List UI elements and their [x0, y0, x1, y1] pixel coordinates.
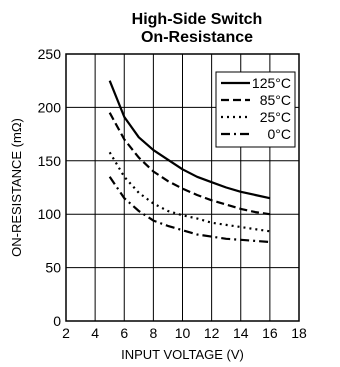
x-tick-label: 18 [291, 325, 307, 341]
legend: 125°C85°C25°C0°C [215, 71, 296, 148]
x-tick-label: 10 [175, 325, 191, 341]
legend-label: 0°C [268, 126, 292, 142]
tick-labels: 2 4 6 8 10 12 14 16 18 0 50 100 150 200 250 [38, 46, 307, 341]
x-tick-label: 14 [233, 325, 249, 341]
y-tick-label: 50 [45, 260, 61, 276]
y-axis-label: ON-RESISTANCE (mΩ) [9, 118, 24, 257]
y-tick-label: 100 [38, 206, 62, 222]
series-line-0 [108, 80, 271, 200]
x-tick-label: 2 [62, 325, 70, 341]
x-tick-label: 12 [204, 325, 220, 341]
x-tick-label: 16 [262, 325, 278, 341]
x-tick-label: 8 [149, 325, 157, 341]
y-tick-label: 150 [38, 153, 62, 169]
legend-label: 25°C [260, 109, 291, 125]
legend-label: 125°C [252, 75, 291, 91]
y-tick-label: 250 [38, 46, 62, 62]
chart-title-line-2: On-Resistance [141, 29, 253, 46]
series-line-3 [108, 176, 270, 244]
plot-frame [65, 53, 300, 322]
chart-title-line-1: High-Side Switch [132, 11, 263, 28]
x-axis-label: INPUT VOLTAGE (V) [121, 347, 244, 362]
y-tick-label: 200 [38, 99, 62, 115]
series-line-1 [108, 112, 271, 216]
y-tick-label: 0 [53, 313, 61, 329]
series-group [108, 80, 271, 244]
legend-label: 85°C [260, 92, 291, 108]
x-tick-label: 4 [91, 325, 99, 341]
x-tick-label: 6 [120, 325, 128, 341]
